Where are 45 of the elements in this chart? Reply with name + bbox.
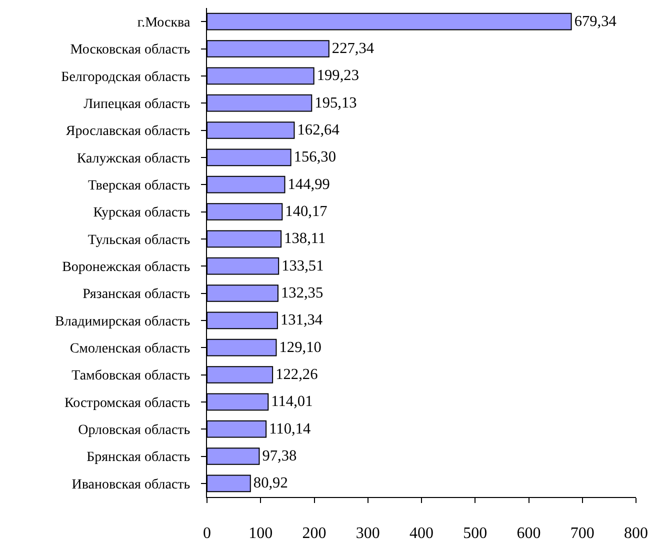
x-tick-label: 100: [248, 525, 273, 542]
y-tick-label: Московская область: [70, 42, 190, 58]
data-label: 80,92: [253, 474, 288, 492]
y-tick-label: Смоленская область: [70, 341, 190, 356]
data-label: 144,99: [288, 176, 330, 193]
y-tick-label: Тамбовская область: [72, 368, 190, 384]
y-tick-label: Калужская область: [76, 151, 190, 166]
data-label: 199,23: [316, 67, 360, 84]
x-tick-label: 500: [463, 525, 488, 542]
data-label: 156,30: [294, 148, 336, 166]
data-label: 122,26: [276, 366, 318, 384]
x-tick-label: 700: [570, 525, 594, 542]
y-tick-label: Брянская область: [86, 450, 190, 466]
data-label: 195,13: [314, 94, 358, 112]
y-tick-label: Костромская область: [64, 396, 190, 411]
data-label: 131,34: [280, 312, 323, 329]
y-tick-label: Воронежская область: [62, 260, 190, 275]
data-label: 140,17: [285, 203, 328, 220]
y-tick-label: Ивановская область: [72, 477, 190, 492]
x-tick-label: 800: [624, 525, 648, 542]
y-tick-label: г.Москва: [137, 15, 191, 30]
data-label: 679,34: [574, 12, 617, 30]
y-tick-label: Владимирская область: [55, 314, 190, 330]
data-label: 138,11: [284, 230, 326, 248]
data-label: 227,34: [332, 40, 374, 58]
data-label: 110,14: [269, 420, 311, 438]
x-tick-label: 400: [410, 525, 434, 542]
y-tick-label: Белгородская область: [61, 70, 190, 85]
y-tick-label: Липецкая область: [84, 96, 190, 112]
y-tick-label: Курская область: [93, 206, 190, 221]
y-tick-label: Рязанская область: [82, 287, 190, 302]
x-tick-label: 300: [356, 525, 380, 542]
y-tick-label: Тверская область: [88, 178, 190, 194]
data-label: 129,10: [279, 338, 322, 356]
data-label: 132,35: [280, 284, 324, 302]
x-tick-label: 600: [516, 525, 541, 542]
x-tick-label: 200: [302, 525, 326, 542]
y-tick-label: Орловская область: [78, 422, 190, 438]
data-label: 114,01: [271, 393, 313, 410]
data-label: 97,38: [262, 448, 298, 465]
data-label: 133,51: [282, 257, 324, 274]
x-tick-label: 0: [203, 525, 211, 542]
y-tick-label: Ярославская область: [66, 124, 190, 140]
y-tick-label: Тульская область: [88, 232, 190, 248]
data-label: 162,64: [297, 122, 340, 139]
